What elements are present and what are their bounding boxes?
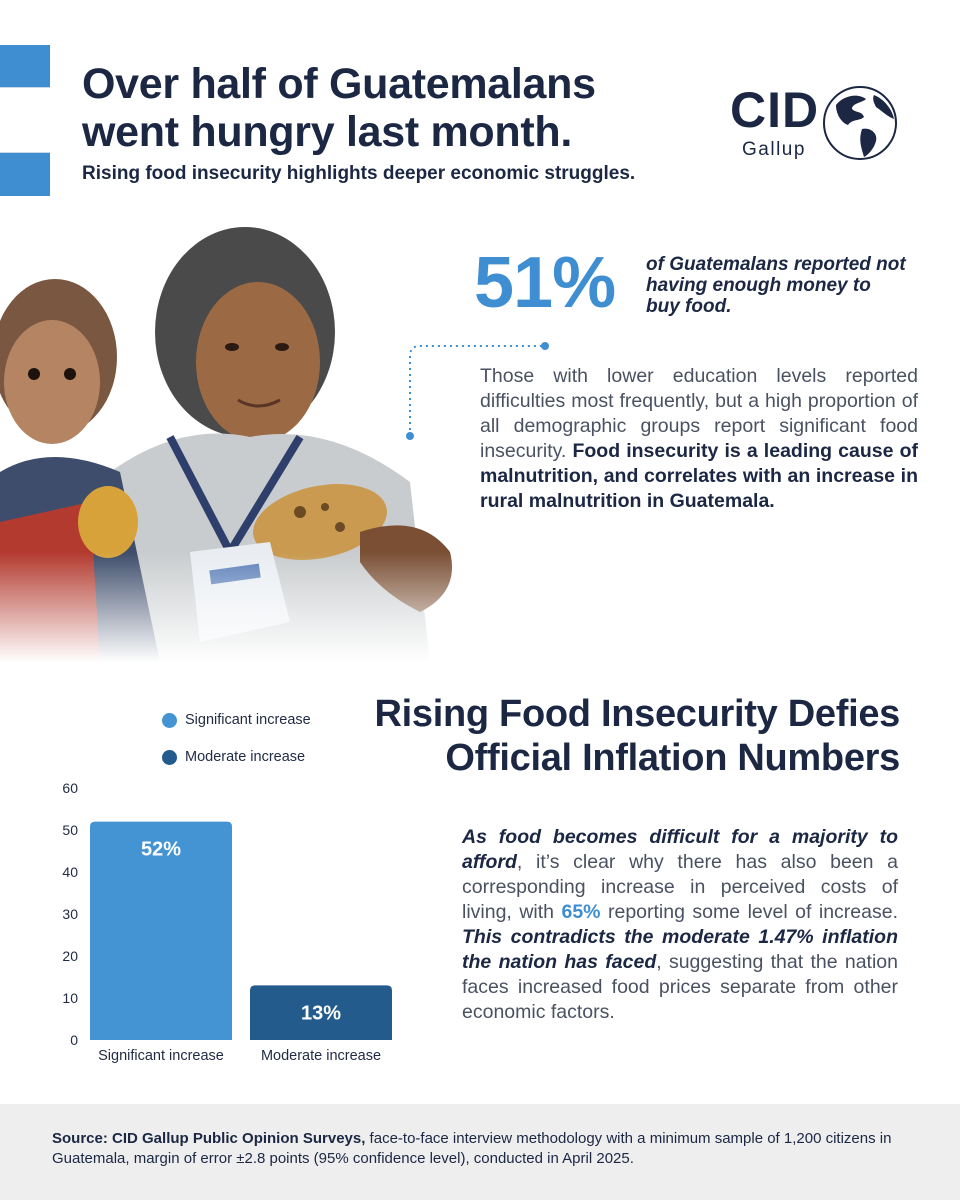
section-title: Rising Food Insecurity Defies Official I… xyxy=(374,693,900,779)
legend-swatch xyxy=(162,712,177,728)
accent-bar-bottom xyxy=(0,153,50,196)
inflation-paragraph: As food becomes difficult for a majority… xyxy=(462,825,898,1025)
x-category-label: Moderate increase xyxy=(261,1048,381,1064)
accent-bar-top xyxy=(0,45,50,87)
inflation-paragraph-text-3: , suggesting that the nation faces incre… xyxy=(462,951,898,1023)
legend-label: Significant increase xyxy=(185,712,311,728)
education-paragraph: Those with lower education levels report… xyxy=(480,364,918,514)
education-paragraph-plain: Those with lower education levels report… xyxy=(480,365,918,462)
globe-icon xyxy=(823,86,897,160)
y-tick-label: 50 xyxy=(62,822,78,838)
subheadline: Rising food insecurity highlights deeper… xyxy=(82,163,636,184)
bar-significant-increase xyxy=(90,821,232,1040)
y-tick-label: 20 xyxy=(62,948,78,964)
source-note: Source: CID Gallup Public Opinion Survey… xyxy=(52,1129,922,1169)
accent-bar-middle xyxy=(0,87,50,153)
bar-moderate-increase xyxy=(250,985,392,1040)
y-tick-label: 0 xyxy=(70,1032,78,1048)
inflation-paragraph-emphasis-2: This contradicts the moderate 1.47% infl… xyxy=(462,926,898,973)
legend-item-moderate: Moderate increase xyxy=(162,749,305,765)
logo-name: CID xyxy=(730,82,820,138)
source-label: Source: CID Gallup Public Opinion Survey… xyxy=(52,1130,366,1147)
source-details: face-to-face interview methodology with … xyxy=(52,1130,892,1167)
footer-band xyxy=(0,1104,960,1200)
inflation-paragraph-highlight: 65% xyxy=(561,901,601,923)
logo-subname: Gallup xyxy=(742,139,806,160)
dotted-connector xyxy=(406,342,549,440)
bar-data-label: 13% xyxy=(301,1002,341,1024)
headline: Over half of Guatemalans went hungry las… xyxy=(82,60,596,156)
inflation-paragraph-text-1: , it’s clear why there has also been a c… xyxy=(462,851,898,923)
y-tick-label: 30 xyxy=(62,906,78,922)
cid-gallup-logo: CID Gallup xyxy=(730,85,910,165)
y-tick-label: 10 xyxy=(62,990,78,1006)
x-category-label: Significant increase xyxy=(98,1048,224,1064)
y-tick-label: 40 xyxy=(62,864,78,880)
stat-percentage: 51% xyxy=(474,243,616,323)
legend-label: Moderate increase xyxy=(185,749,306,765)
education-paragraph-bold: Food insecurity is a leading cause of ma… xyxy=(480,440,918,512)
mother-child-photo xyxy=(0,222,500,662)
bar-chart: 0 10 20 30 40 50 60 52% Significant increase 13% M… xyxy=(62,780,392,1064)
bar-data-label: 52% xyxy=(141,839,181,861)
legend-item-significant: Significant increase xyxy=(162,712,311,728)
inflation-paragraph-emphasis-1: As food becomes difficult for a majority… xyxy=(462,826,898,873)
legend-swatch xyxy=(162,749,177,765)
stat-caption: of Guatemalans reported not having enoug… xyxy=(646,254,906,317)
y-tick-label: 60 xyxy=(62,780,78,796)
inflation-paragraph-text-2: reporting some level of increase. xyxy=(600,901,898,923)
